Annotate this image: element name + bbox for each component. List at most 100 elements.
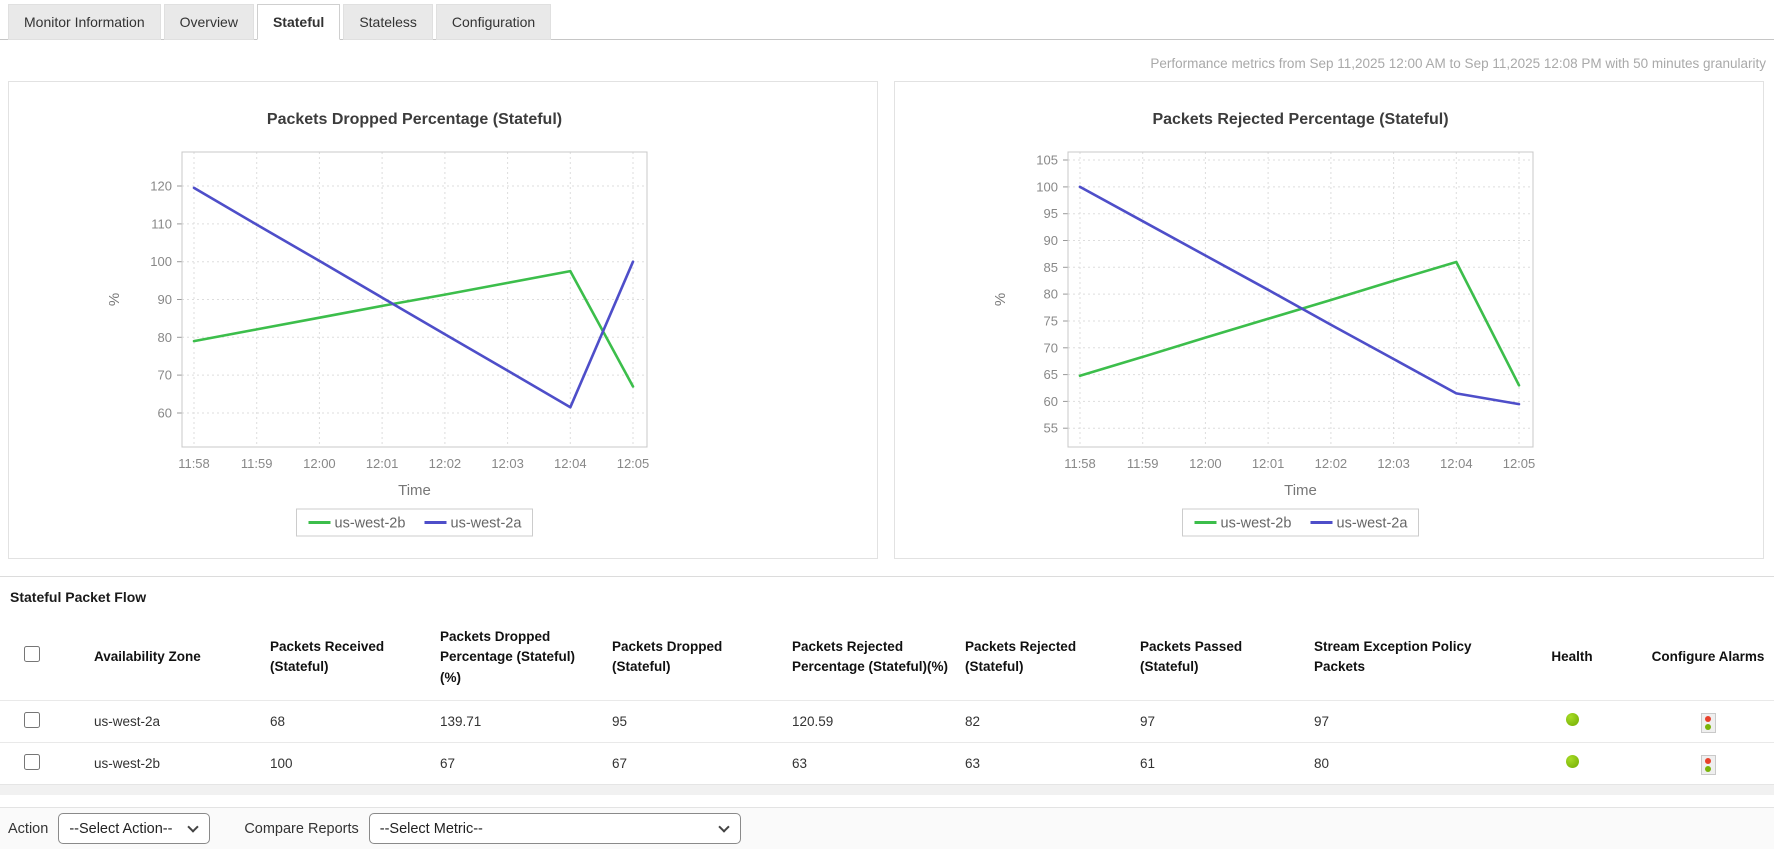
metric-cell: 100 — [262, 741, 432, 784]
svg-text:90: 90 — [158, 292, 172, 307]
configure-alarms-icon[interactable] — [1700, 712, 1716, 733]
health-status-icon — [1565, 755, 1579, 769]
configure-alarms-icon[interactable] — [1700, 754, 1716, 775]
svg-text:12:00: 12:00 — [303, 456, 336, 471]
metric-cell: 120.59 — [784, 699, 957, 743]
table-header-row: Availability Zone Packets Received (State… — [0, 615, 1774, 700]
metric-cell: 67 — [432, 741, 604, 784]
section-title: Stateful Packet Flow — [10, 589, 147, 605]
series-us-west-2a — [1078, 185, 1521, 406]
chart-panel-packets-dropped: Packets Dropped Percentage (Stateful) 60 7… — [8, 81, 878, 559]
compare-reports-label: Compare Reports — [244, 820, 359, 837]
row-checkbox[interactable] — [24, 711, 40, 728]
svg-text:12:00: 12:00 — [1189, 456, 1222, 471]
column-header: Packets Passed (Stateful) — [1140, 639, 1243, 675]
chart-title: Packets Rejected Percentage (Stateful) — [1152, 111, 1448, 128]
column-header: Packets Rejected (Stateful) — [965, 639, 1077, 675]
svg-text:110: 110 — [151, 216, 172, 231]
packets-dropped-chart: Packets Dropped Percentage (Stateful) 60 7… — [77, 82, 877, 558]
svg-text:90: 90 — [1044, 233, 1058, 248]
health-status-icon — [1565, 713, 1579, 727]
svg-text:11:58: 11:58 — [178, 456, 210, 471]
svg-text:11:58: 11:58 — [1064, 456, 1096, 471]
svg-text:us-west-2a: us-west-2a — [451, 516, 523, 532]
svg-text:95: 95 — [1044, 206, 1058, 221]
svg-text:85: 85 — [1044, 260, 1058, 275]
svg-text:55: 55 — [1044, 421, 1058, 436]
svg-text:120: 120 — [150, 179, 172, 194]
packets-rejected-chart: Packets Rejected Percentage (Stateful) 55… — [963, 82, 1763, 558]
x-axis-label: Time — [1284, 482, 1317, 499]
svg-text:12:01: 12:01 — [366, 456, 399, 471]
table-row: us-west-2b 100 67 67 63 63 61 80 — [0, 741, 1774, 784]
action-select[interactable]: --Select Action-- — [58, 813, 211, 844]
action-label: Action — [8, 820, 49, 837]
series-us-west-2a — [192, 186, 635, 409]
svg-text:75: 75 — [1044, 314, 1058, 329]
tab-configuration[interactable]: Configuration — [435, 4, 552, 40]
y-axis-label: % — [992, 293, 1009, 306]
metric-cell: 82 — [957, 699, 1132, 743]
svg-text:12:03: 12:03 — [491, 456, 524, 471]
metric-cell: 67 — [604, 741, 784, 784]
metric-cell: 63 — [784, 741, 957, 784]
tab-stateful[interactable]: Stateful — [256, 4, 341, 40]
svg-text:60: 60 — [158, 406, 172, 421]
column-header: Configure Alarms — [1651, 649, 1765, 665]
svg-text:65: 65 — [1044, 367, 1058, 382]
svg-text:us-west-2b: us-west-2b — [1221, 516, 1292, 532]
chart-legend — [1182, 508, 1419, 537]
series-us-west-2b — [1078, 260, 1521, 387]
column-header: Health — [1551, 649, 1593, 665]
metrics-note: Performance metrics from Sep 11,2025 12:… — [1150, 56, 1766, 71]
availability-zone-cell: us-west-2b — [64, 741, 262, 784]
svg-text:105: 105 — [1036, 153, 1058, 168]
metric-cell: 97 — [1306, 699, 1502, 743]
metric-cell: 139.71 — [432, 699, 604, 743]
stateful-packet-flow-table: Availability Zone Packets Received (State… — [0, 615, 1774, 784]
table-row: us-west-2a 68 139.71 95 120.59 82 97 97 — [0, 699, 1774, 743]
svg-text:12:05: 12:05 — [1503, 456, 1536, 471]
x-axis-label: Time — [398, 482, 431, 499]
action-select-wrap: --Select Action-- — [58, 813, 211, 844]
svg-text:80: 80 — [158, 330, 172, 345]
table-footer-strip — [0, 783, 1774, 795]
svg-text:70: 70 — [158, 368, 172, 383]
row-checkbox[interactable] — [24, 753, 40, 770]
metric-cell: 63 — [957, 741, 1132, 784]
svg-text:11:59: 11:59 — [1127, 456, 1159, 471]
svg-text:100: 100 — [1036, 179, 1058, 194]
metric-select-wrap: --Select Metric-- — [368, 813, 741, 844]
availability-zone-cell: us-west-2a — [64, 699, 262, 743]
column-header: Availability Zone — [94, 649, 201, 665]
column-header: Packets Dropped (Stateful) — [612, 639, 723, 675]
metric-cell: 95 — [604, 699, 784, 743]
tab-stateless[interactable]: Stateless — [343, 4, 433, 40]
action-bar: Action --Select Action-- Compare Reports… — [0, 807, 1774, 849]
tab-overview[interactable]: Overview — [163, 4, 254, 40]
svg-text:12:04: 12:04 — [554, 456, 587, 471]
svg-text:12:03: 12:03 — [1377, 456, 1410, 471]
column-header: Packets Received (Stateful) — [270, 639, 385, 675]
select-all-checkbox[interactable] — [24, 646, 40, 663]
charts-row: Packets Dropped Percentage (Stateful) 60 7… — [0, 81, 1774, 559]
column-header: Packets Rejected Percentage (Stateful)(%… — [792, 639, 949, 675]
metric-select[interactable]: --Select Metric-- — [368, 813, 741, 844]
series-us-west-2b — [192, 269, 635, 388]
metric-cell: 80 — [1306, 741, 1502, 784]
svg-text:80: 80 — [1044, 287, 1058, 302]
tab-monitor-information[interactable]: Monitor Information — [8, 4, 161, 40]
metric-cell: 97 — [1132, 699, 1306, 743]
y-axis-label: % — [106, 293, 123, 306]
svg-text:us-west-2a: us-west-2a — [1337, 516, 1409, 532]
line-chart: Packets Dropped Percentage (Stateful) 60 7… — [106, 111, 649, 537]
svg-text:70: 70 — [1044, 340, 1058, 355]
svg-text:12:01: 12:01 — [1252, 456, 1285, 471]
line-chart: Packets Rejected Percentage (Stateful) 55… — [992, 111, 1536, 537]
chart-legend — [296, 508, 533, 537]
svg-text:100: 100 — [150, 254, 172, 269]
metric-cell: 61 — [1132, 741, 1306, 784]
chart-panel-packets-rejected: Packets Rejected Percentage (Stateful) 55… — [894, 81, 1764, 559]
svg-text:60: 60 — [1044, 394, 1058, 409]
svg-text:us-west-2b: us-west-2b — [335, 516, 406, 532]
